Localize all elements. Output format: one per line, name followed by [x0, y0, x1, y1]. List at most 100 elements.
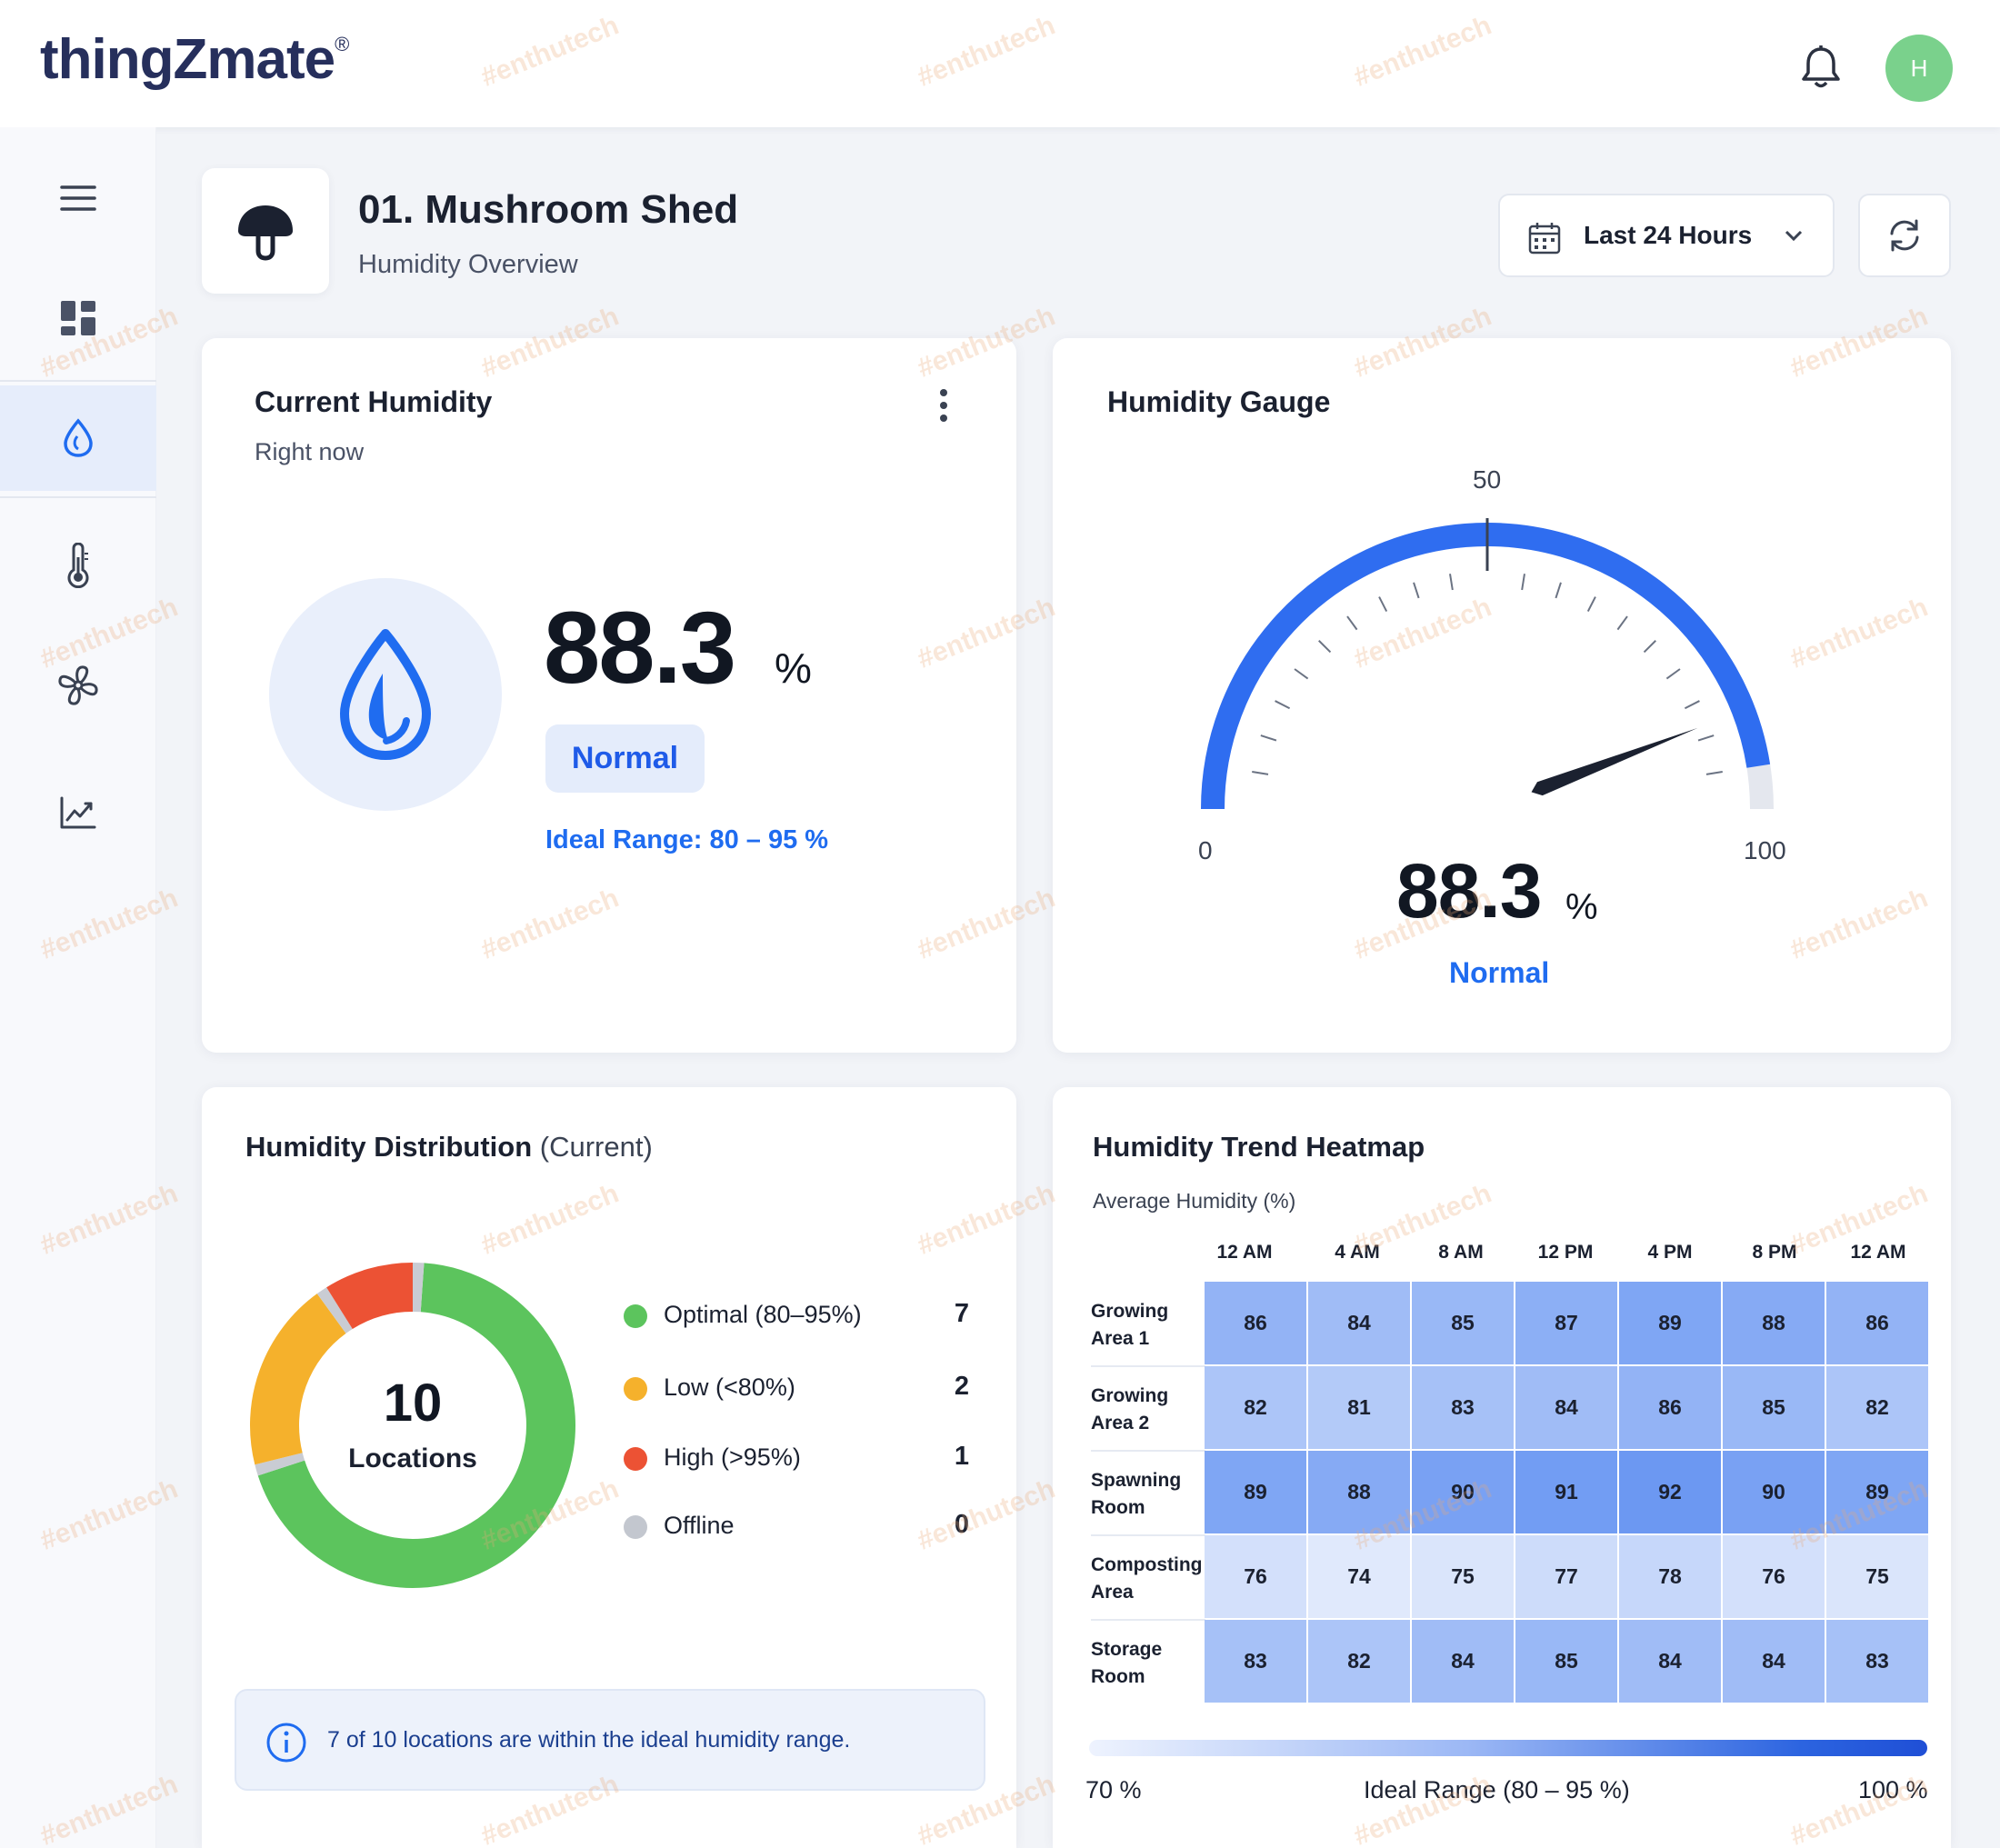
top-bar: thingZmate® H [0, 0, 2000, 127]
heatmap-cell[interactable]: 84 [1723, 1620, 1825, 1703]
heatmap-cell[interactable]: 82 [1308, 1620, 1410, 1703]
legend-item-low[interactable]: Low (<80%) 2 [624, 1370, 969, 1406]
gauge-minor-tick [1684, 700, 1700, 710]
heatmap-cell[interactable]: 81 [1308, 1366, 1410, 1449]
heatmap-cell[interactable]: 82 [1205, 1366, 1306, 1449]
heatmap-cell[interactable]: 78 [1619, 1535, 1721, 1618]
heatmap-cell[interactable]: 89 [1826, 1451, 1928, 1533]
heatmap-row-label: Growing Area 1 [1091, 1301, 1169, 1349]
info-text: 7 of 10 locations are within the ideal h… [327, 1727, 851, 1753]
heatmap-cell[interactable]: 85 [1412, 1282, 1514, 1364]
time-range-select[interactable]: Last 24 Hours [1498, 194, 1835, 277]
heatmap-cell[interactable]: 83 [1205, 1620, 1306, 1703]
bell-icon[interactable] [1798, 44, 1844, 91]
legend-swatch [624, 1515, 647, 1539]
heatmap-cell[interactable]: 74 [1308, 1535, 1410, 1618]
gauge-unit: % [1565, 887, 1598, 927]
water-drop-icon[interactable] [51, 411, 105, 465]
gauge-minor-tick [1260, 734, 1277, 742]
heatmap-row-divider [1091, 1534, 1205, 1536]
refresh-button[interactable] [1858, 194, 1951, 277]
gauge-minor-tick [1521, 574, 1525, 591]
heatmap-col-label: 12 AM [1216, 1242, 1273, 1263]
heatmap-cell[interactable]: 90 [1412, 1451, 1514, 1533]
brand-logo[interactable]: thingZmate® [40, 28, 349, 91]
legend-label: Low (<80%) [664, 1374, 795, 1401]
gauge-minor-tick [1413, 582, 1420, 599]
heatmap-row-label: Composting Area [1091, 1554, 1203, 1603]
heatmap-cell[interactable]: 83 [1826, 1620, 1928, 1703]
heatmap-cell[interactable]: 88 [1308, 1451, 1410, 1533]
donut-separator [316, 1287, 353, 1334]
card-title: Humidity Trend Heatmap [1093, 1131, 1425, 1163]
heatmap-cell[interactable]: 88 [1723, 1282, 1825, 1364]
status-badge: Normal [545, 724, 705, 793]
heatmap-cell[interactable]: 75 [1412, 1535, 1514, 1618]
gauge-minor-tick [1346, 615, 1358, 631]
sidebar-item-humidity[interactable] [0, 385, 156, 491]
heatmap-cell[interactable]: 89 [1619, 1282, 1721, 1364]
thermometer-icon[interactable] [51, 538, 105, 593]
donut-separator [255, 1453, 305, 1476]
gauge-minor-tick [1665, 668, 1681, 680]
scale-mid-label: Ideal Range (80 – 95 %) [1364, 1776, 1630, 1803]
humidity-gauge [1201, 518, 1774, 810]
heatmap-cell[interactable]: 87 [1515, 1282, 1617, 1364]
heatmap-cell[interactable]: 84 [1308, 1282, 1410, 1364]
heatmap-cell[interactable]: 85 [1723, 1366, 1825, 1449]
gauge-mid-label: 50 [1473, 465, 1502, 494]
heatmap-row-label: Storage Room [1091, 1639, 1163, 1687]
gauge-max-label: 100 [1744, 836, 1786, 864]
gauge-min-label: 0 [1198, 836, 1213, 864]
heatmap-cell[interactable]: 84 [1412, 1620, 1514, 1703]
current-humidity-value: 88.3 [544, 591, 736, 704]
calendar-icon [1528, 223, 1561, 255]
dashboard-grid-icon[interactable] [51, 291, 105, 345]
legend-item-offline[interactable]: Offline 0 [624, 1508, 969, 1544]
distribution-donut[interactable] [245, 1251, 582, 1596]
heatmap-cell[interactable]: 75 [1826, 1535, 1928, 1618]
legend-count: 2 [954, 1372, 969, 1401]
kebab-menu-icon[interactable] [933, 385, 955, 429]
heatmap-cell[interactable]: 84 [1619, 1620, 1721, 1703]
heatmap-cell[interactable]: 92 [1619, 1451, 1721, 1533]
gauge-minor-tick [1275, 700, 1291, 710]
heatmap-color-scale [1089, 1740, 1927, 1756]
heatmap-row-divider [1091, 1619, 1205, 1621]
heatmap-cell[interactable]: 83 [1412, 1366, 1514, 1449]
legend-swatch [624, 1447, 647, 1471]
heatmap-col-label: 8 AM [1438, 1242, 1484, 1263]
chevron-down-icon [1785, 230, 1803, 242]
heatmap-cell[interactable]: 91 [1515, 1451, 1617, 1533]
page-icon-tile [202, 168, 329, 294]
heatmap-cell[interactable]: 90 [1723, 1451, 1825, 1533]
hamburger-icon[interactable] [51, 171, 105, 225]
heatmap-cell[interactable]: 85 [1515, 1620, 1617, 1703]
heatmap-cell[interactable]: 86 [1205, 1282, 1306, 1364]
heatmap-cell[interactable]: 84 [1515, 1366, 1617, 1449]
time-range-label: Last 24 Hours [1584, 221, 1753, 249]
page-subtitle: Humidity Overview [358, 250, 578, 279]
donut-segment [326, 1263, 414, 1330]
gauge-minor-tick [1378, 596, 1388, 613]
heatmap-cell[interactable]: 89 [1205, 1451, 1306, 1533]
fan-icon[interactable] [51, 658, 105, 713]
avatar[interactable]: H [1885, 35, 1953, 102]
gauge-minor-tick [1643, 640, 1656, 654]
line-chart-icon[interactable] [51, 785, 105, 840]
card-subtitle: Right now [255, 438, 365, 465]
heatmap-row-label: Growing Area 2 [1091, 1385, 1169, 1433]
heatmap-cell[interactable]: 76 [1723, 1535, 1825, 1618]
gauge-minor-tick [1294, 668, 1309, 680]
gauge-ticks [1252, 574, 1723, 775]
gauge-track [1201, 523, 1774, 810]
heatmap-cell[interactable]: 82 [1826, 1366, 1928, 1449]
heatmap-cell[interactable]: 86 [1619, 1366, 1721, 1449]
info-icon [266, 1723, 306, 1763]
heatmap-cell[interactable]: 77 [1515, 1535, 1617, 1618]
heatmap-cell[interactable]: 86 [1826, 1282, 1928, 1364]
donut-total-label: Locations [348, 1443, 477, 1473]
heatmap-cell[interactable]: 76 [1205, 1535, 1306, 1618]
legend-item-optimal[interactable]: Optimal (80–95%) 7 [624, 1297, 969, 1334]
legend-item-high[interactable]: High (>95%) 1 [624, 1440, 969, 1476]
